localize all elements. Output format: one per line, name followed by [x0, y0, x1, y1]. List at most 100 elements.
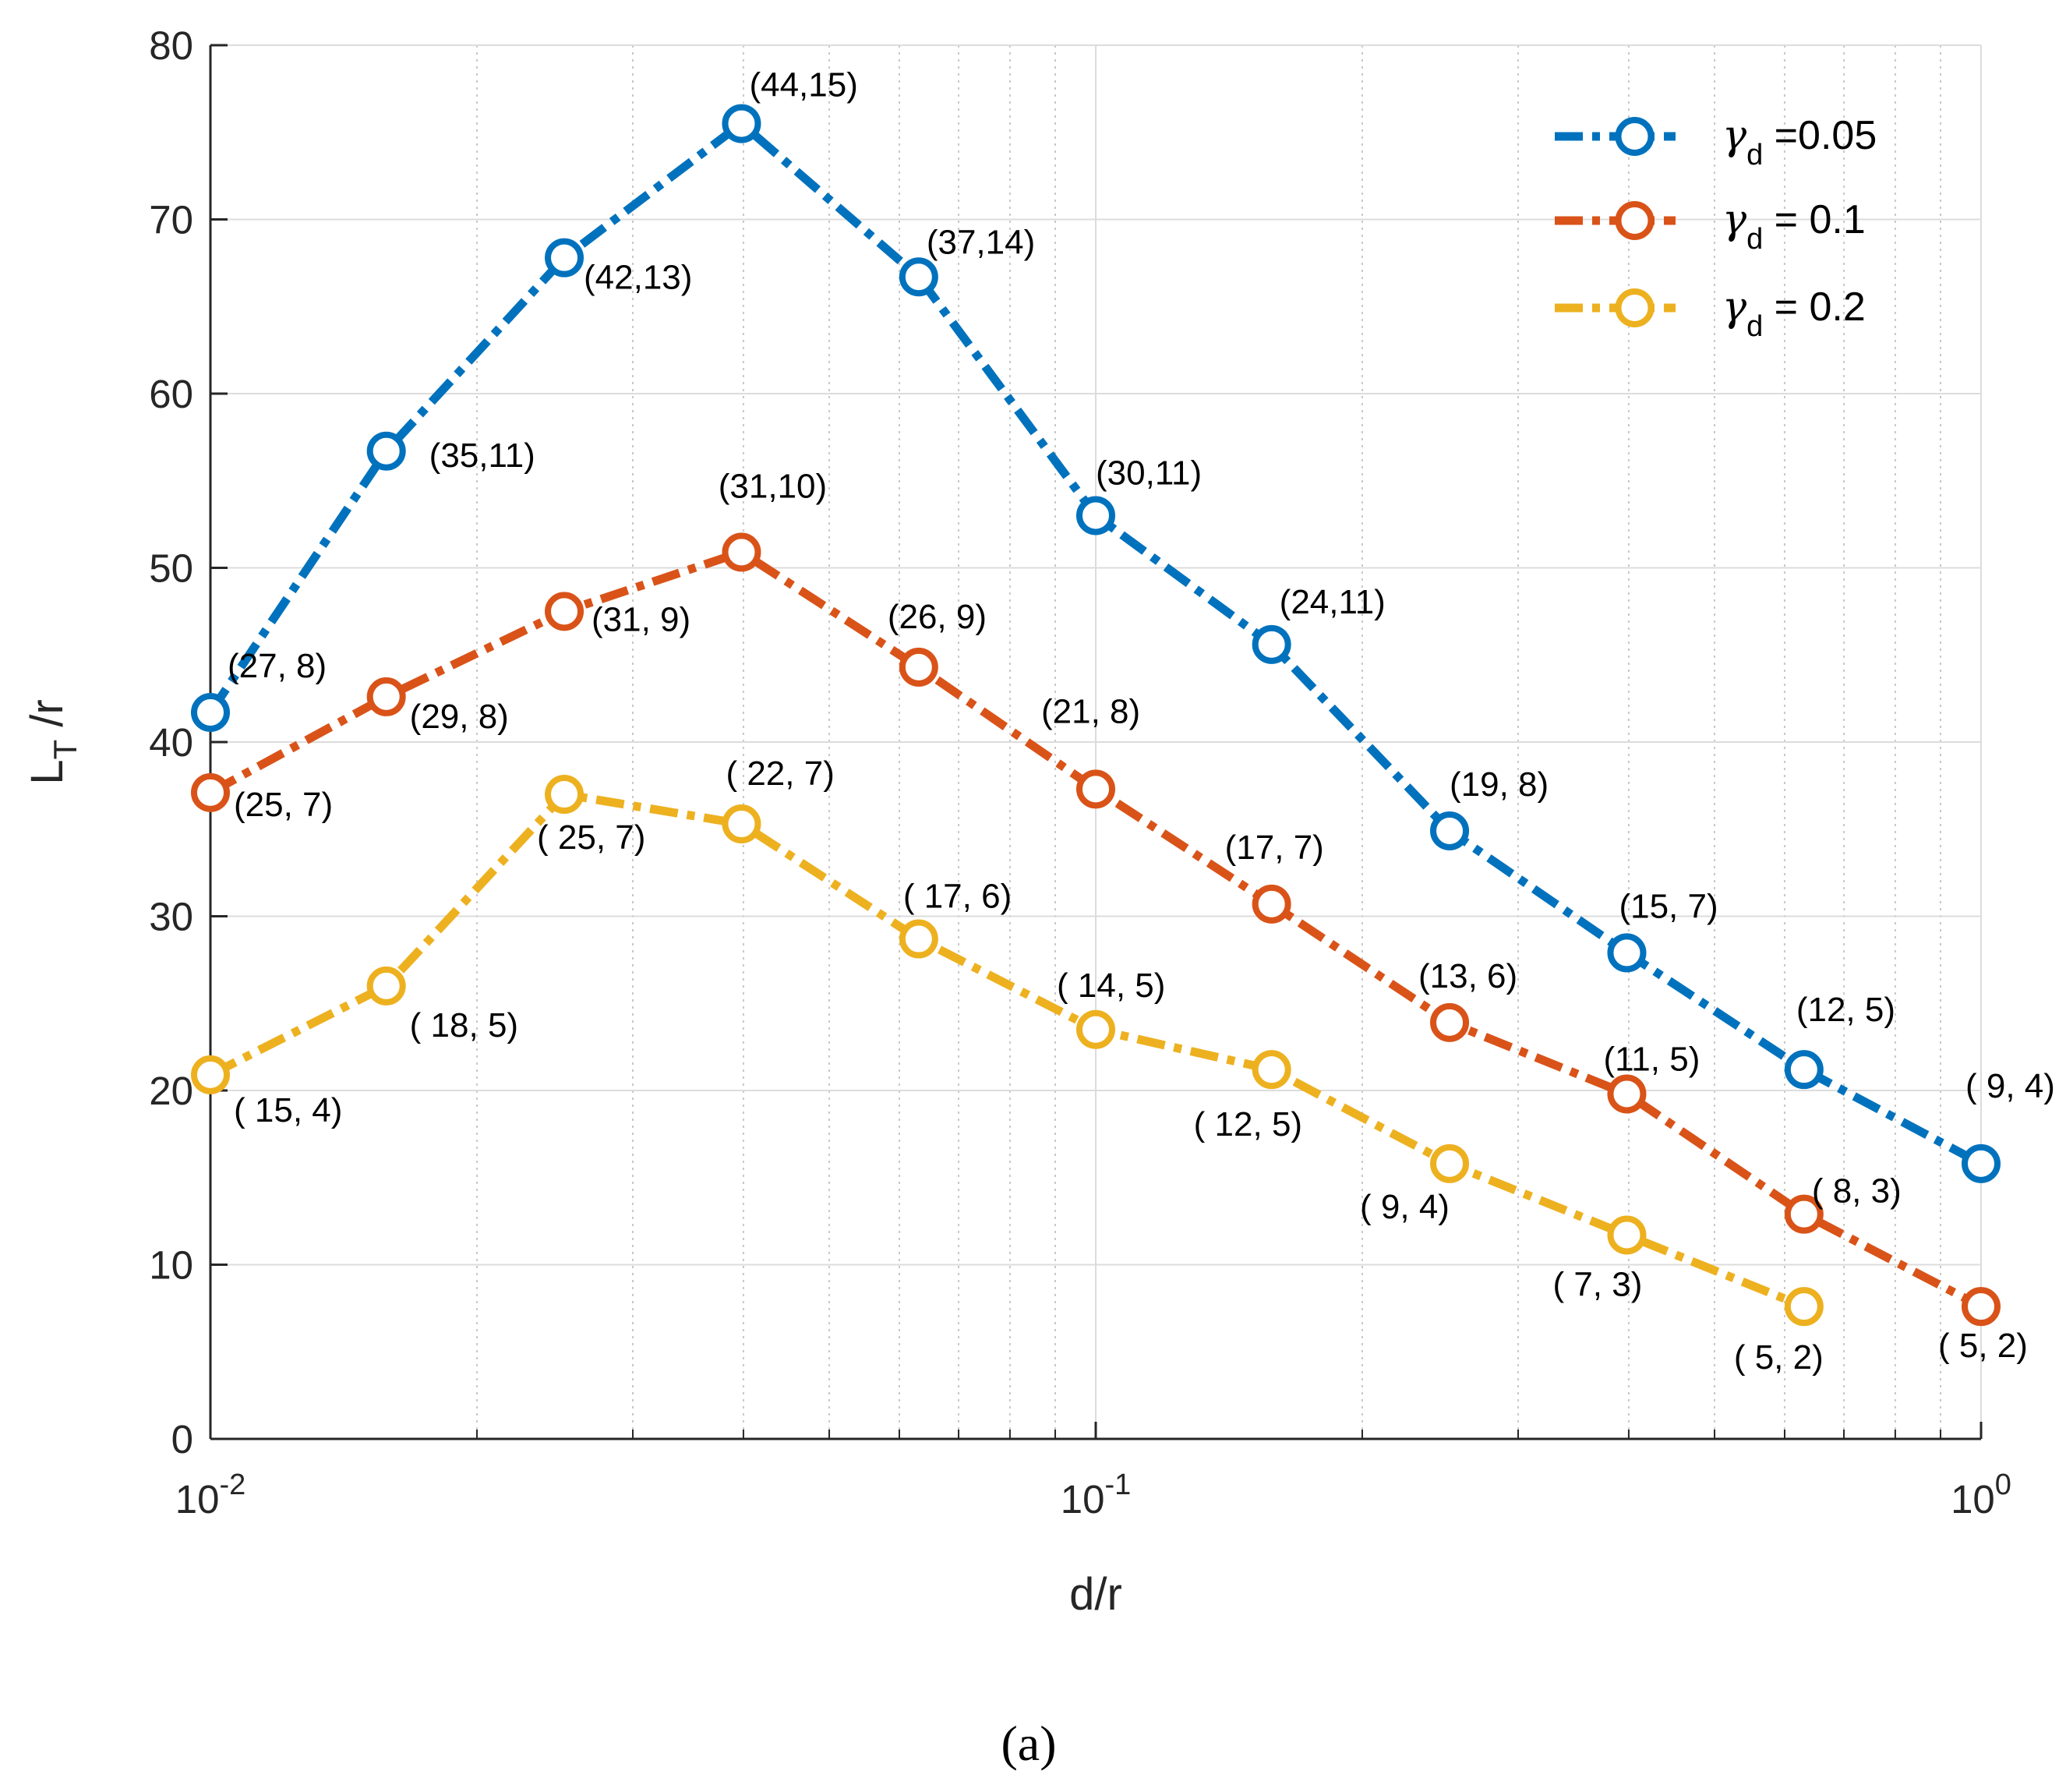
data-label: ( 14, 5): [1057, 967, 1165, 1005]
y-tick-label: 50: [149, 546, 193, 591]
data-label: ( 9, 4): [1360, 1188, 1450, 1226]
legend-label: γd =0.05: [1722, 112, 1877, 171]
data-point: [1252, 884, 1291, 924]
series: [191, 104, 2001, 1327]
data-point: [899, 919, 938, 959]
legend-marker: [1615, 288, 1655, 327]
series-1: [191, 104, 2001, 1183]
series-line: [208, 547, 1983, 1311]
data-label: (12, 5): [1796, 991, 1895, 1029]
data-point: [1430, 1143, 1470, 1183]
data-point: [1784, 1194, 1824, 1234]
y-tick-label: 0: [171, 1417, 193, 1462]
data-point: [1430, 811, 1470, 850]
data-point: [545, 592, 584, 631]
data-label: (44,15): [749, 66, 857, 104]
data-label: ( 9, 4): [1965, 1067, 2055, 1105]
series-2: [191, 532, 2001, 1327]
data-label: (19, 8): [1450, 765, 1549, 804]
data-point: [191, 693, 230, 733]
data-point: [366, 966, 406, 1006]
legend-marker: [1615, 117, 1655, 156]
data-label: (35,11): [429, 437, 535, 475]
data-label: ( 17, 6): [903, 878, 1012, 916]
figure-caption: (a): [1001, 1716, 1056, 1771]
data-point: [1784, 1050, 1824, 1090]
data-label: (31,10): [719, 467, 827, 505]
data-point: [545, 238, 584, 277]
data-point: [1784, 1287, 1824, 1327]
series-3: [191, 775, 1824, 1327]
data-label: ( 8, 3): [1812, 1172, 1902, 1211]
y-tick-label: 40: [149, 720, 193, 765]
data-label: (42,13): [584, 259, 692, 297]
data-point: [366, 431, 406, 471]
data-label: (27, 8): [228, 647, 327, 685]
legend: γd =0.05 γd = 0.1 γd = 0.2: [1555, 112, 1877, 343]
data-point: [1252, 1050, 1291, 1090]
data-point: [722, 804, 761, 844]
data-point: [1607, 1215, 1647, 1255]
data-label: (30,11): [1096, 454, 1202, 492]
data-label: ( 7, 3): [1552, 1266, 1642, 1304]
data-point: [366, 677, 406, 716]
data-point: [1607, 933, 1647, 973]
data-label: (37,14): [927, 223, 1035, 261]
legend-marker: [1615, 201, 1655, 240]
data-label: ( 22, 7): [726, 755, 834, 793]
data-point: [1252, 624, 1291, 664]
data-label: (25, 7): [234, 786, 333, 824]
x-tick-label: 100: [1951, 1469, 2011, 1522]
data-label: ( 12, 5): [1194, 1105, 1302, 1143]
data-label: (26, 9): [888, 598, 987, 636]
y-axis-title: LT /r: [22, 699, 83, 784]
data-point: [1607, 1074, 1647, 1114]
svg-text:LT /r: LT /r: [22, 699, 83, 784]
y-tick-label: 60: [149, 372, 193, 416]
y-tick-label: 80: [149, 23, 193, 68]
x-tick-label: 10-1: [1061, 1469, 1132, 1522]
y-tick-label: 70: [149, 198, 193, 242]
data-point: [722, 532, 761, 572]
y-axis-title-rest: /r: [22, 699, 72, 740]
y-axis-title-sub: T: [47, 740, 83, 760]
data-point: [1076, 496, 1115, 535]
data-labels: (27, 8) (35,11) (42,13) (44,15) (37,14) (30,1…: [228, 66, 2055, 1377]
data-label: ( 15, 4): [234, 1091, 342, 1129]
data-point: [545, 775, 584, 815]
data-point: [722, 104, 761, 143]
y-tick-label: 10: [149, 1243, 193, 1288]
data-point: [191, 772, 230, 812]
axes: 0 10 20 30 40 50 60 70 80 10-2 10-1 100: [149, 23, 2011, 1522]
data-label: (17, 7): [1225, 829, 1324, 867]
series-line: [208, 790, 1806, 1311]
legend-item-3: γd = 0.2: [1555, 284, 1866, 343]
data-point: [1962, 1143, 2001, 1183]
data-label: (21, 8): [1041, 692, 1140, 730]
data-point: [899, 647, 938, 687]
y-axis-title-main: L: [22, 759, 72, 784]
data-point: [1076, 769, 1115, 809]
x-tick-label: 10-2: [175, 1469, 246, 1522]
data-label: ( 18, 5): [410, 1006, 518, 1044]
data-point: [191, 1055, 230, 1094]
data-point: [1076, 1009, 1115, 1049]
data-label: ( 25, 7): [537, 818, 645, 857]
data-label: (15, 7): [1619, 887, 1718, 925]
y-tick-label: 20: [149, 1069, 193, 1113]
data-label: (13, 6): [1418, 957, 1517, 995]
data-label: ( 5, 2): [1734, 1338, 1824, 1377]
legend-label: γd = 0.2: [1722, 284, 1866, 343]
data-label: (31, 9): [592, 600, 690, 638]
data-point: [1430, 1002, 1470, 1042]
x-axis-title: d/r: [1069, 1569, 1122, 1620]
data-point: [899, 257, 938, 297]
legend-item-1: γd =0.05: [1555, 112, 1877, 171]
data-point: [1962, 1287, 2001, 1327]
data-label: ( 5, 2): [1938, 1327, 2028, 1365]
legend-label: γd = 0.1: [1722, 196, 1866, 256]
data-label: (29, 8): [410, 698, 509, 736]
y-tick-label: 30: [149, 895, 193, 939]
data-label: (24,11): [1280, 583, 1386, 621]
